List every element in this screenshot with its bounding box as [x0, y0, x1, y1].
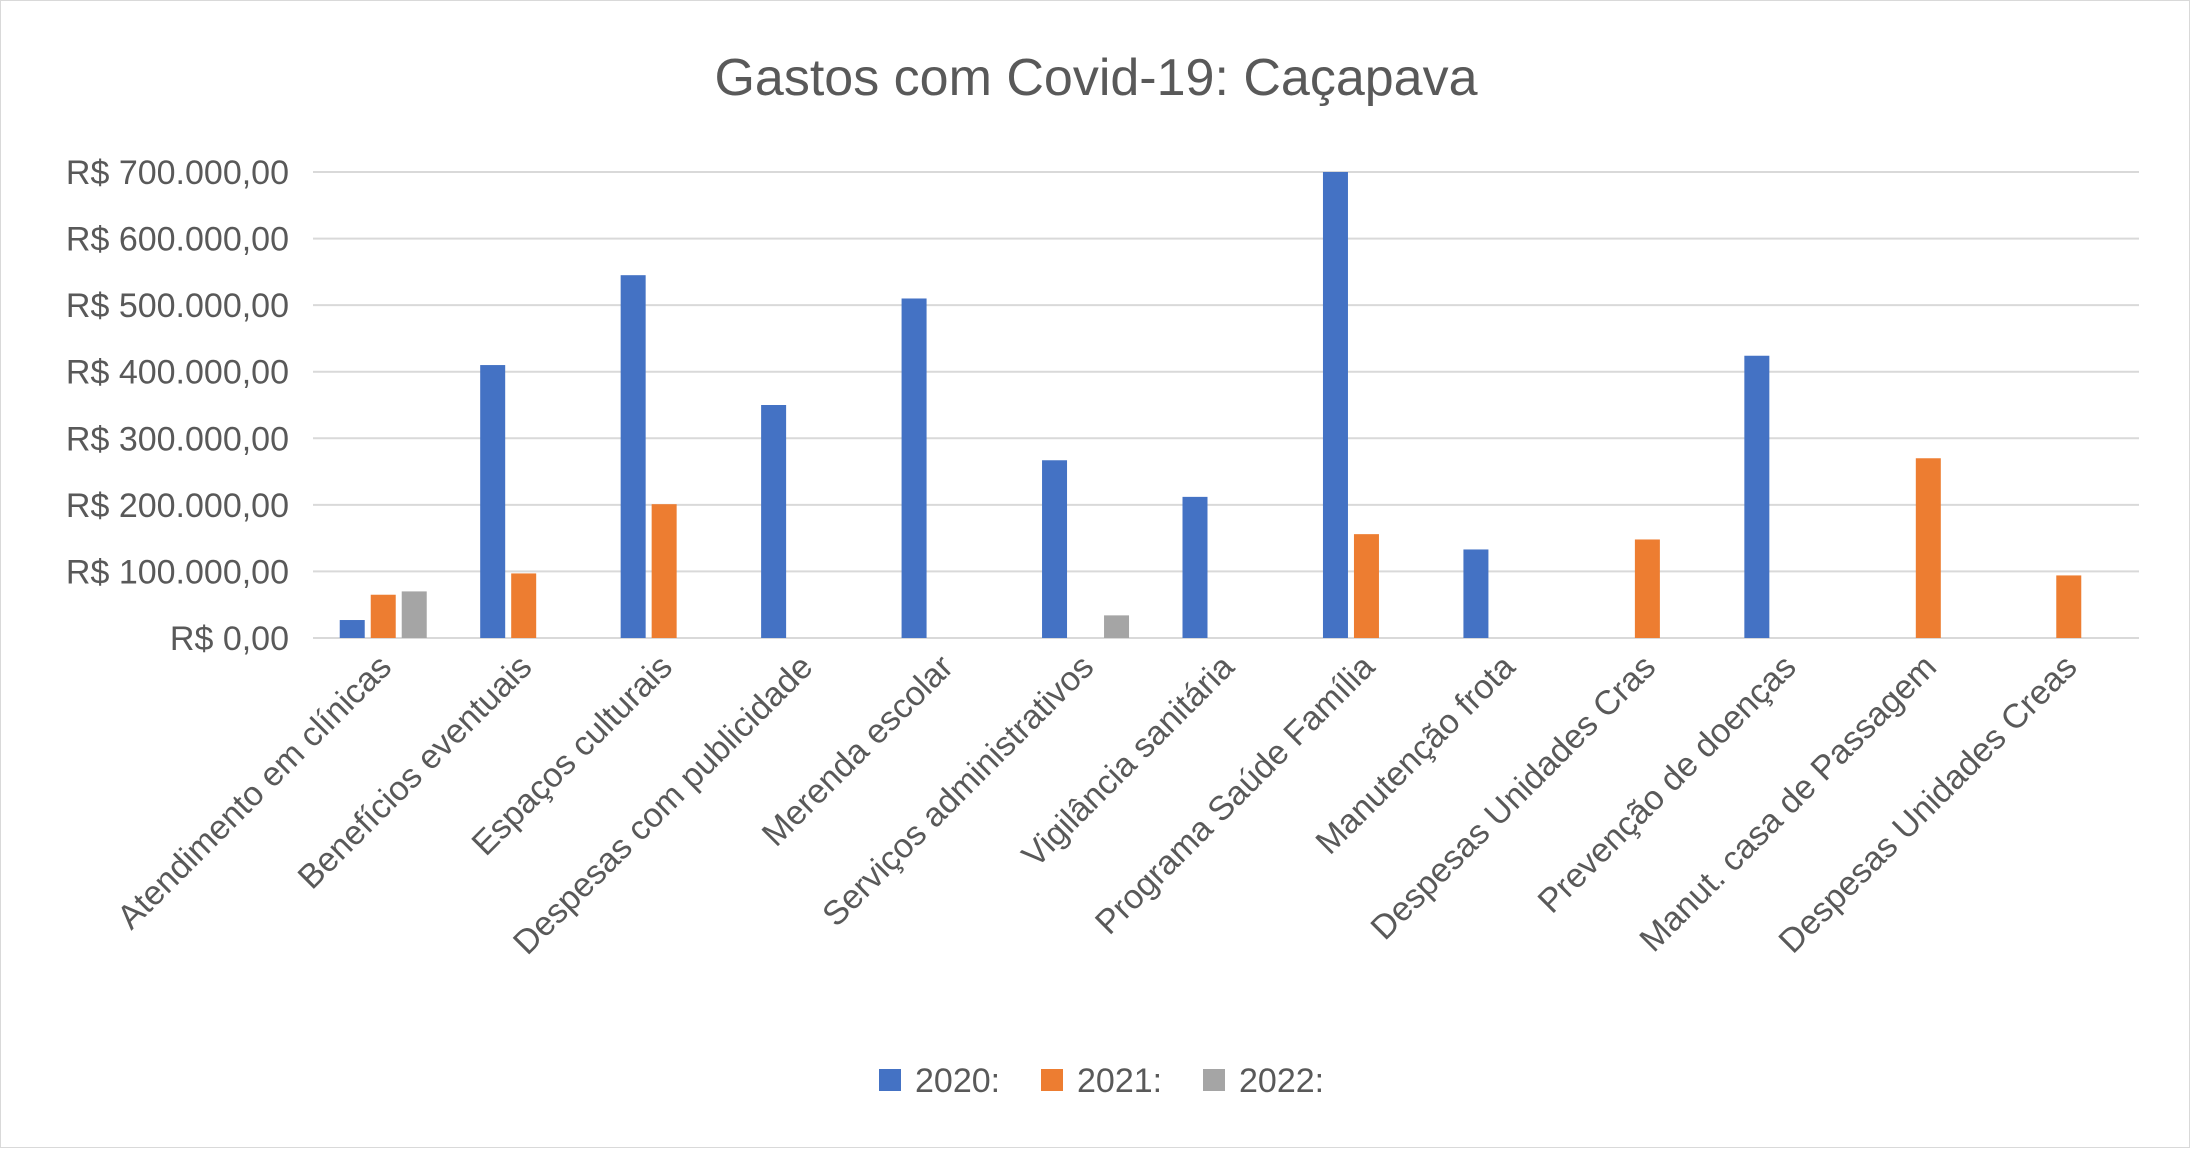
y-tick-label: R$ 400.000,00: [66, 354, 289, 392]
legend-swatch: [1041, 1069, 1063, 1091]
x-tick-label: Programa Saúde Família: [1088, 648, 1382, 942]
legend-swatch: [879, 1069, 901, 1091]
bar-2020: [901, 298, 927, 638]
bar-2020: [1322, 172, 1348, 638]
x-tick-label: Serviços administrativos: [815, 648, 1101, 934]
x-tick-label: Despesas Unidades Creas: [1772, 648, 2085, 961]
bar-2020: [620, 275, 646, 638]
legend: 2020: 2021: 2022:: [879, 1062, 1324, 1100]
y-tick-label: R$ 100.000,00: [66, 553, 289, 591]
bar-2020: [1463, 549, 1489, 638]
y-tick-label: R$ 0,00: [170, 620, 289, 658]
bar-2021: [1915, 458, 1941, 638]
y-axis-ticks: R$ 0,00 R$ 100.000,00 R$ 200.000,00 R$ 300.…: [66, 154, 289, 658]
bar-2020: [1744, 355, 1770, 638]
bar-2021: [1634, 539, 1660, 638]
x-tick-label: Benefícios eventuais: [291, 648, 540, 897]
legend-swatch: [1203, 1069, 1225, 1091]
x-tick-label: Despesas Unidades Cras: [1364, 648, 1663, 947]
bar-2020: [480, 365, 506, 638]
bar-2021: [651, 504, 677, 638]
bar-2022: [401, 591, 427, 638]
y-tick-label: R$ 600.000,00: [66, 221, 289, 259]
bar-2021: [1353, 534, 1379, 638]
bar-2020: [1042, 460, 1068, 638]
bar-2020: [339, 620, 365, 638]
x-tick-label: Manut. casa de Passagem: [1632, 648, 1944, 960]
x-tick-label: Atendimento em clínicas: [110, 648, 399, 937]
bar-2022: [1104, 615, 1130, 638]
bar-2021: [2056, 575, 2082, 638]
bar-2021: [370, 594, 396, 638]
bar-2021: [511, 573, 537, 638]
x-tick-label: Despesas com publicidade: [506, 648, 820, 962]
bar-2020: [761, 405, 787, 638]
legend-label: 2021:: [1077, 1062, 1162, 1100]
chart-title: Gastos com Covid-19: Caçapava: [714, 49, 1477, 107]
legend-label: 2020:: [915, 1062, 1000, 1100]
x-tick-label: Prevenção de doenças: [1531, 648, 1804, 921]
bars: [339, 172, 2082, 638]
gridlines: [313, 171, 2139, 639]
y-tick-label: R$ 500.000,00: [66, 287, 289, 325]
y-tick-label: R$ 300.000,00: [66, 420, 289, 458]
bar-2020: [1182, 496, 1208, 638]
y-tick-label: R$ 200.000,00: [66, 487, 289, 525]
legend-label: 2022:: [1239, 1062, 1324, 1100]
y-tick-label: R$ 700.000,00: [66, 154, 289, 192]
